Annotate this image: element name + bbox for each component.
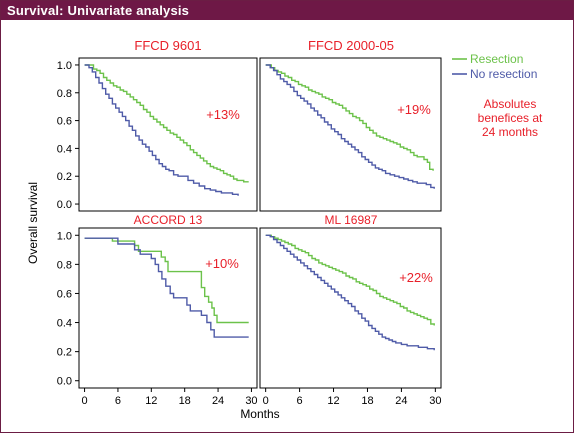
y-tick-label: 0.8 bbox=[57, 88, 72, 100]
y-tick-label: 0.6 bbox=[57, 116, 72, 128]
panel-frame-2 bbox=[259, 57, 442, 212]
panel-title-1: FFCD 9601 bbox=[134, 38, 201, 53]
panel-title-2: FFCD 2000-05 bbox=[308, 38, 394, 53]
survival-curve-no-resection bbox=[84, 64, 239, 196]
panel-title-4: ML 16987 bbox=[325, 213, 378, 227]
benefit-annotation-3: +10% bbox=[205, 256, 239, 271]
y-tick-label: 0.0 bbox=[57, 199, 72, 211]
y-tick-label: 0.2 bbox=[57, 347, 72, 359]
y-tick-label: 0.6 bbox=[57, 288, 72, 300]
chart-marks: 1.0 0.8 0.6 0.4 0.2 0.0 1.0 0.8 0.6 0.4 0.2 0.0 0 6 12… bbox=[57, 60, 442, 407]
title-banner: Survival: Univariate analysis bbox=[1, 1, 573, 20]
panel-frame-1 bbox=[78, 57, 258, 212]
note-line-1: Absolutes bbox=[484, 97, 537, 111]
x-tick-label: 18 bbox=[179, 395, 191, 407]
panel-title-3: ACCORD 13 bbox=[134, 213, 203, 227]
panel-frame-4 bbox=[259, 227, 442, 389]
y-tick-label: 0.4 bbox=[57, 143, 72, 155]
y-tick-label: 0.0 bbox=[57, 376, 72, 388]
x-axis-label: Months bbox=[240, 407, 279, 421]
benefit-annotation-4: +22% bbox=[399, 270, 433, 285]
survival-curve-no-resection bbox=[265, 64, 435, 189]
x-tick-label: 12 bbox=[327, 395, 339, 407]
x-tick-label: 18 bbox=[361, 395, 373, 407]
x-tick-label: 0 bbox=[82, 395, 88, 407]
survival-curve-no-resection bbox=[265, 234, 435, 351]
survival-curve-resection bbox=[265, 64, 434, 171]
survival-curve-no-resection bbox=[84, 237, 249, 338]
page-title: Survival: Univariate analysis bbox=[7, 3, 190, 18]
survival-curve-resection bbox=[84, 237, 249, 324]
x-tick-label: 30 bbox=[429, 395, 441, 407]
x-tick-label: 24 bbox=[395, 395, 407, 407]
note-line-2: benefices at bbox=[478, 111, 543, 125]
y-axis-label: Overall survival bbox=[26, 182, 40, 264]
benefit-annotation-1: +13% bbox=[206, 107, 240, 122]
y-tick-label: 1.0 bbox=[57, 60, 72, 72]
x-tick-label: 6 bbox=[115, 395, 121, 407]
benefit-annotation-2: +19% bbox=[397, 102, 431, 117]
survival-chart: FFCD 9601 FFCD 2000-05 ACCORD 13 ML 1698… bbox=[26, 38, 543, 421]
legend-label-resection: Resection bbox=[470, 52, 523, 66]
x-tick-label: 12 bbox=[145, 395, 157, 407]
y-tick-label: 0.4 bbox=[57, 318, 72, 330]
legend-label-no-resection: No resection bbox=[470, 67, 537, 81]
note-line-3: 24 months bbox=[482, 125, 538, 139]
x-tick-label: 0 bbox=[263, 395, 269, 407]
y-tick-label: 1.0 bbox=[57, 230, 72, 242]
survival-curve-resection bbox=[265, 234, 435, 326]
panel-frame-3 bbox=[78, 227, 258, 389]
x-tick-label: 24 bbox=[212, 395, 224, 407]
x-tick-label: 6 bbox=[297, 395, 303, 407]
survival-curve-resection bbox=[84, 64, 249, 183]
x-tick-label: 30 bbox=[245, 395, 257, 407]
y-tick-label: 0.2 bbox=[57, 171, 72, 183]
y-tick-label: 0.8 bbox=[57, 259, 72, 271]
